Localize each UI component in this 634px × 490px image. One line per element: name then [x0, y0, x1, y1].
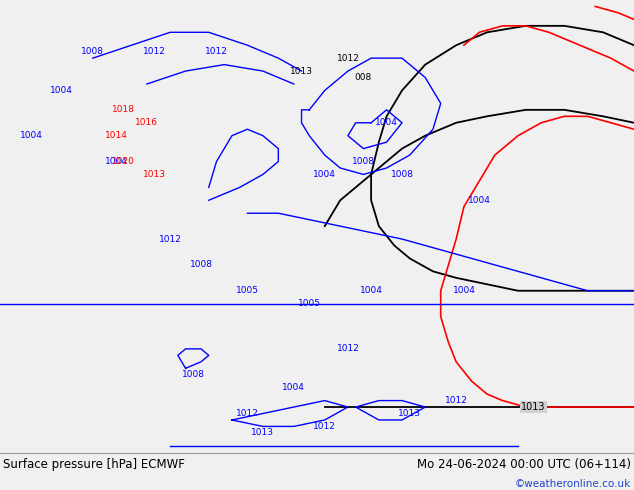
Text: 1004: 1004 [375, 118, 398, 127]
Text: 1013: 1013 [521, 402, 546, 412]
Text: 1013: 1013 [251, 428, 275, 438]
Text: 1012: 1012 [143, 47, 166, 56]
Text: 1012: 1012 [158, 235, 181, 244]
Text: 1004: 1004 [51, 86, 74, 95]
Text: 008: 008 [355, 73, 372, 82]
Text: 1013: 1013 [143, 170, 166, 179]
Text: 1008: 1008 [391, 170, 413, 179]
Text: 1005: 1005 [298, 299, 321, 308]
Text: 1012: 1012 [313, 422, 336, 431]
Text: ©weatheronline.co.uk: ©weatheronline.co.uk [515, 479, 631, 490]
Text: 1013: 1013 [398, 409, 421, 418]
Text: Mo 24-06-2024 00:00 UTC (06+114): Mo 24-06-2024 00:00 UTC (06+114) [417, 458, 631, 471]
Text: 1004: 1004 [105, 157, 127, 166]
Text: 1004: 1004 [313, 170, 336, 179]
Text: 1008: 1008 [81, 47, 104, 56]
Text: 1012: 1012 [337, 344, 359, 353]
Text: 1005: 1005 [236, 286, 259, 295]
Text: 1014: 1014 [105, 131, 127, 140]
Text: 1012: 1012 [205, 47, 228, 56]
Text: 1008: 1008 [182, 370, 205, 379]
Text: 1004: 1004 [453, 286, 476, 295]
Text: 1012: 1012 [337, 53, 359, 63]
Text: 1008: 1008 [352, 157, 375, 166]
Text: 1020: 1020 [112, 157, 135, 166]
Text: 1004: 1004 [20, 131, 42, 140]
Text: 1012: 1012 [444, 396, 468, 405]
Text: 1013: 1013 [290, 67, 313, 75]
Text: 1012: 1012 [236, 409, 259, 418]
Text: 1016: 1016 [136, 118, 158, 127]
Text: 1004: 1004 [468, 196, 491, 205]
Text: 1018: 1018 [112, 105, 135, 114]
Text: Surface pressure [hPa] ECMWF: Surface pressure [hPa] ECMWF [3, 458, 185, 471]
Text: 1008: 1008 [190, 260, 212, 270]
Text: 1004: 1004 [282, 383, 305, 392]
Text: 1004: 1004 [359, 286, 382, 295]
